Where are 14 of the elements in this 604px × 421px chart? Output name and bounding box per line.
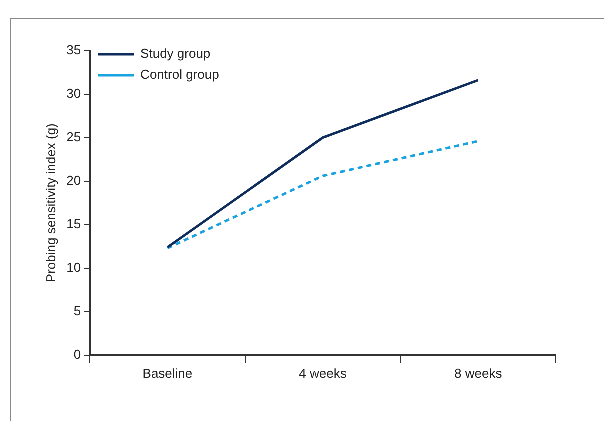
y-tick-label: 15 [66, 216, 82, 232]
x-tick-label: 4 weeks [299, 366, 348, 381]
y-tick-label: 30 [66, 86, 82, 101]
y-tick-label: 10 [66, 260, 82, 275]
x-tick-label: 8 weeks [454, 366, 503, 381]
y-axis-title: Probing sensitivity index (g) [43, 124, 58, 283]
legend-label: Study group [140, 46, 211, 62]
y-tick-label: 25 [66, 129, 82, 144]
y-tick-label: 5 [74, 303, 82, 318]
y-tick-label: 35 [66, 42, 82, 58]
y-tick-label: 20 [66, 172, 82, 188]
legend-label: Control group [140, 67, 220, 82]
x-tick-label: Baseline [142, 366, 193, 381]
y-tick-label: 0 [74, 346, 82, 362]
